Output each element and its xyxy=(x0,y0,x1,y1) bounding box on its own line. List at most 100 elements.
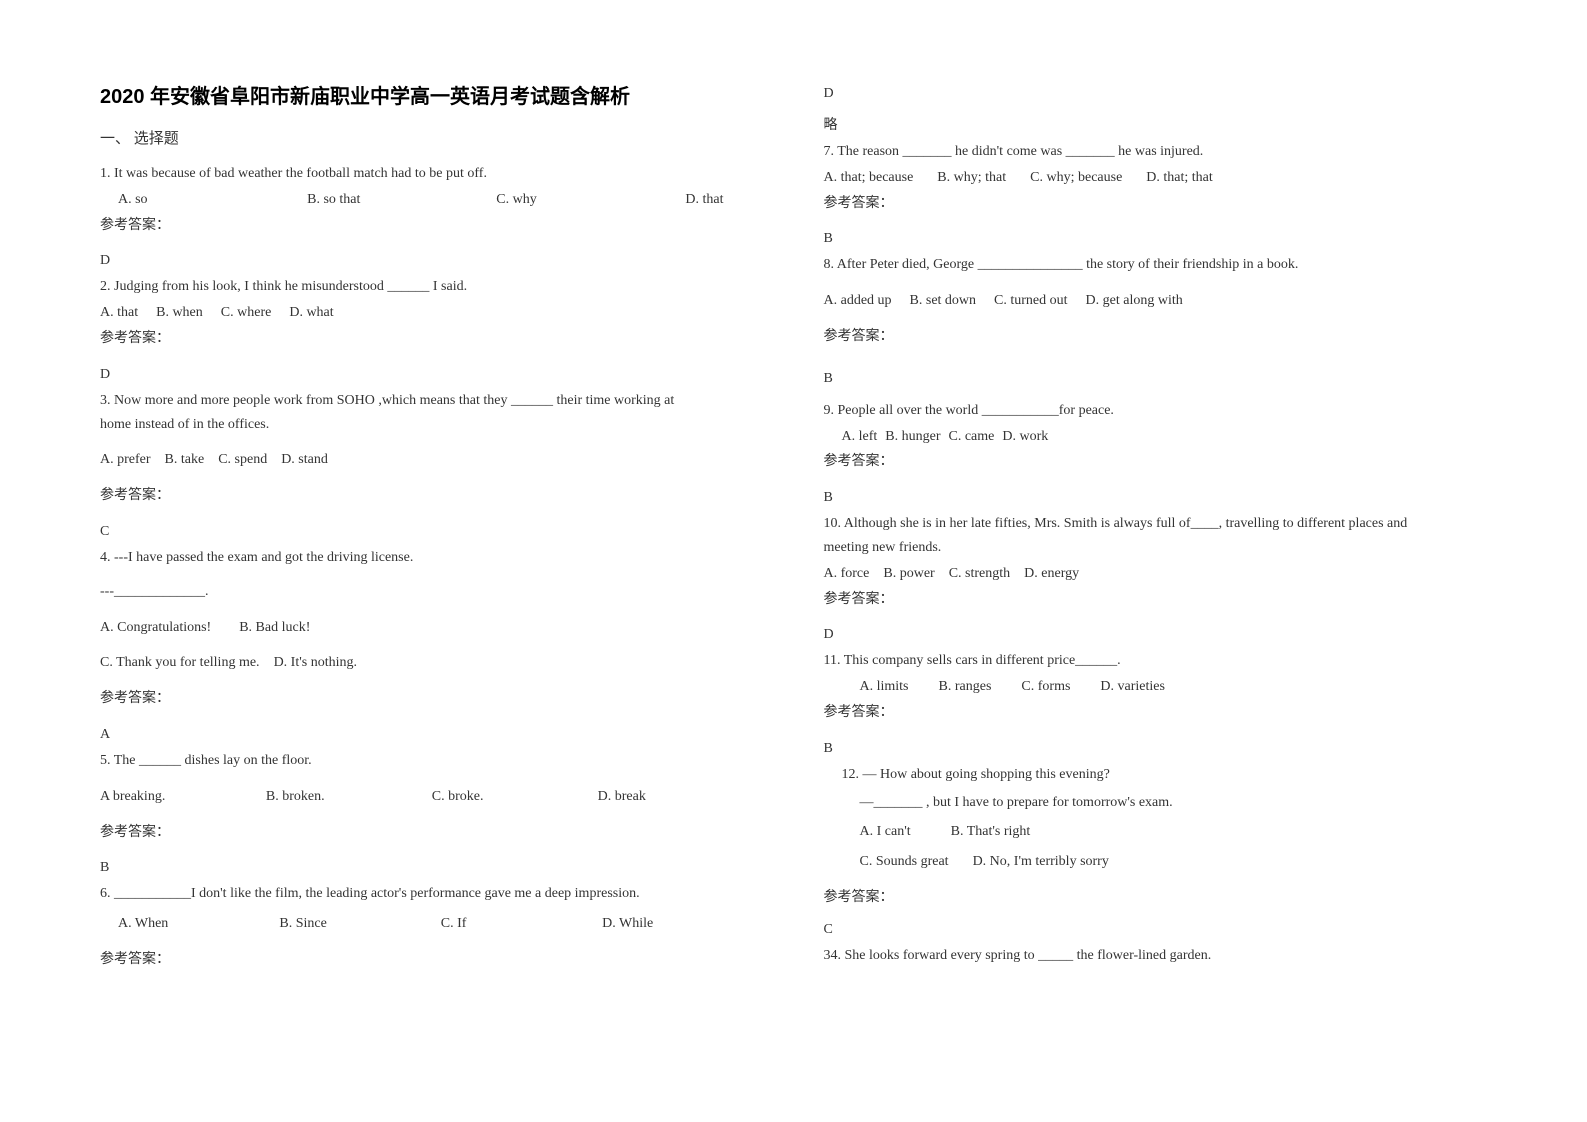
q3-text2: home instead of in the offices. xyxy=(100,413,764,437)
q3-opt-d: D. stand xyxy=(281,448,328,472)
q8-opt-d: D. get along with xyxy=(1086,289,1183,313)
question-9: 9. People all over the world ___________… xyxy=(824,399,1488,474)
q6-opt-a: A. When xyxy=(118,912,279,936)
q7-opt-b: B. why; that xyxy=(937,166,1006,190)
question-34: 34. She looks forward every spring to __… xyxy=(824,944,1488,968)
question-8: 8. After Peter died, George ____________… xyxy=(824,253,1488,348)
q3-text1: 3. Now more and more people work from SO… xyxy=(100,389,764,413)
q12-options-row2: C. Sounds great D. No, I'm terribly sorr… xyxy=(842,850,1488,874)
right-column: D 略 7. The reason _______ he didn't come… xyxy=(824,80,1488,1082)
q8-answer: B xyxy=(824,371,1488,387)
q3-options: A. prefer B. take C. spend D. stand xyxy=(100,448,764,472)
q4-opt-a: A. Congratulations! xyxy=(100,616,211,640)
q7-text: 7. The reason _______ he didn't come was… xyxy=(824,140,1488,164)
q6-opt-b: B. Since xyxy=(279,912,440,936)
q4-options-row1: A. Congratulations! B. Bad luck! xyxy=(100,616,764,640)
q1-options: A. so B. so that C. why D. that xyxy=(100,188,764,212)
question-10: 10. Although she is in her late fifties,… xyxy=(824,512,1488,611)
q10-answer: D xyxy=(824,627,1488,643)
q5-answer: B xyxy=(100,860,764,876)
q11-options: A. limits B. ranges C. forms D. varietie… xyxy=(824,675,1488,699)
q9-answer-label: 参考答案： xyxy=(824,450,1488,474)
q3-answer: C xyxy=(100,524,764,540)
q6-answer: D xyxy=(824,86,1488,102)
q10-answer-label: 参考答案： xyxy=(824,588,1488,612)
q9-opt-c: C. came xyxy=(948,425,994,449)
q2-opt-d: D. what xyxy=(289,301,333,325)
q34-text: 34. She looks forward every spring to __… xyxy=(824,944,1488,968)
question-6: 6. ___________I don't like the film, the… xyxy=(100,882,764,971)
q12-opt-d: D. No, I'm terribly sorry xyxy=(973,850,1109,874)
q1-opt-b: B. so that xyxy=(307,188,496,212)
q4-opt-c: C. Thank you for telling me. xyxy=(100,651,260,675)
q1-opt-c: C. why xyxy=(496,188,685,212)
q6-opt-c: C. If xyxy=(441,912,602,936)
q12-opt-b: B. That's right xyxy=(951,820,1031,844)
q8-opt-a: A. added up xyxy=(824,289,892,313)
q7-answer: B xyxy=(824,231,1488,247)
q5-text: 5. The ______ dishes lay on the floor. xyxy=(100,749,764,773)
q7-opt-d: D. that; that xyxy=(1146,166,1213,190)
q7-opt-c: C. why; because xyxy=(1030,166,1122,190)
question-11: 11. This company sells cars in different… xyxy=(824,649,1488,724)
q8-opt-b: B. set down xyxy=(910,289,977,313)
q12-text1: 12. — How about going shopping this even… xyxy=(842,763,1488,787)
q4-answer-label: 参考答案： xyxy=(100,687,764,711)
q11-opt-a: A. limits xyxy=(860,675,909,699)
q7-opt-a: A. that; because xyxy=(824,166,914,190)
q3-opt-b: B. take xyxy=(165,448,205,472)
q8-options: A. added up B. set down C. turned out D.… xyxy=(824,289,1488,313)
question-3: 3. Now more and more people work from SO… xyxy=(100,389,764,508)
q8-text: 8. After Peter died, George ____________… xyxy=(824,253,1488,277)
q2-text: 2. Judging from his look, I think he mis… xyxy=(100,275,764,299)
q12-opt-c: C. Sounds great xyxy=(860,850,949,874)
q5-opt-a: A breaking. xyxy=(100,785,266,809)
q9-text: 9. People all over the world ___________… xyxy=(824,399,1488,423)
q2-opt-a: A. that xyxy=(100,301,138,325)
q6-omit: 略 xyxy=(824,114,1488,134)
q1-opt-d: D. that xyxy=(685,188,723,212)
q9-opt-b: B. hunger xyxy=(885,425,940,449)
q2-answer: D xyxy=(100,367,764,383)
q12-options-row1: A. I can't B. That's right xyxy=(842,820,1488,844)
q6-answer-label: 参考答案： xyxy=(100,948,764,972)
question-5: 5. The ______ dishes lay on the floor. A… xyxy=(100,749,764,844)
section-heading: 一、 选择题 xyxy=(100,127,764,148)
q5-opt-c: C. broke. xyxy=(432,785,598,809)
q11-opt-d: D. varieties xyxy=(1100,675,1165,699)
q8-answer-label: 参考答案： xyxy=(824,325,1488,349)
q4-opt-b: B. Bad luck! xyxy=(239,616,310,640)
q6-text: 6. ___________I don't like the film, the… xyxy=(100,882,764,906)
q1-opt-a: A. so xyxy=(118,188,307,212)
q3-opt-a: A. prefer xyxy=(100,448,151,472)
q5-opt-d: D. break xyxy=(598,785,764,809)
q4-options-row2: C. Thank you for telling me. D. It's not… xyxy=(100,651,764,675)
q11-opt-b: B. ranges xyxy=(939,675,992,699)
question-7: 7. The reason _______ he didn't come was… xyxy=(824,140,1488,215)
q10-opt-d: D. energy xyxy=(1024,562,1079,586)
q6-opt-d: D. While xyxy=(602,912,763,936)
q4-text1: 4. ---I have passed the exam and got the… xyxy=(100,546,764,570)
q5-answer-label: 参考答案： xyxy=(100,821,764,845)
q10-options: A. force B. power C. strength D. energy xyxy=(824,562,1488,586)
document-title: 2020 年安徽省阜阳市新庙职业中学高一英语月考试题含解析 xyxy=(100,80,764,109)
q3-answer-label: 参考答案： xyxy=(100,484,764,508)
q7-answer-label: 参考答案： xyxy=(824,192,1488,216)
q2-answer-label: 参考答案： xyxy=(100,327,764,351)
q1-text: 1. It was because of bad weather the foo… xyxy=(100,162,764,186)
q1-answer-label: 参考答案： xyxy=(100,214,764,238)
q9-opt-a: A. left xyxy=(842,425,878,449)
q12-opt-a: A. I can't xyxy=(860,820,911,844)
q2-opt-c: C. where xyxy=(221,301,272,325)
q3-opt-c: C. spend xyxy=(218,448,267,472)
q4-answer: A xyxy=(100,727,764,743)
q11-text: 11. This company sells cars in different… xyxy=(824,649,1488,673)
q10-opt-b: B. power xyxy=(883,562,934,586)
q5-opt-b: B. broken. xyxy=(266,785,432,809)
q12-answer: C xyxy=(824,922,1488,938)
q7-options: A. that; because B. why; that C. why; be… xyxy=(824,166,1488,190)
q11-answer: B xyxy=(824,741,1488,757)
q5-options: A breaking. B. broken. C. broke. D. brea… xyxy=(100,785,764,809)
left-column: 2020 年安徽省阜阳市新庙职业中学高一英语月考试题含解析 一、 选择题 1. … xyxy=(100,80,764,1082)
q9-opt-d: D. work xyxy=(1002,425,1048,449)
